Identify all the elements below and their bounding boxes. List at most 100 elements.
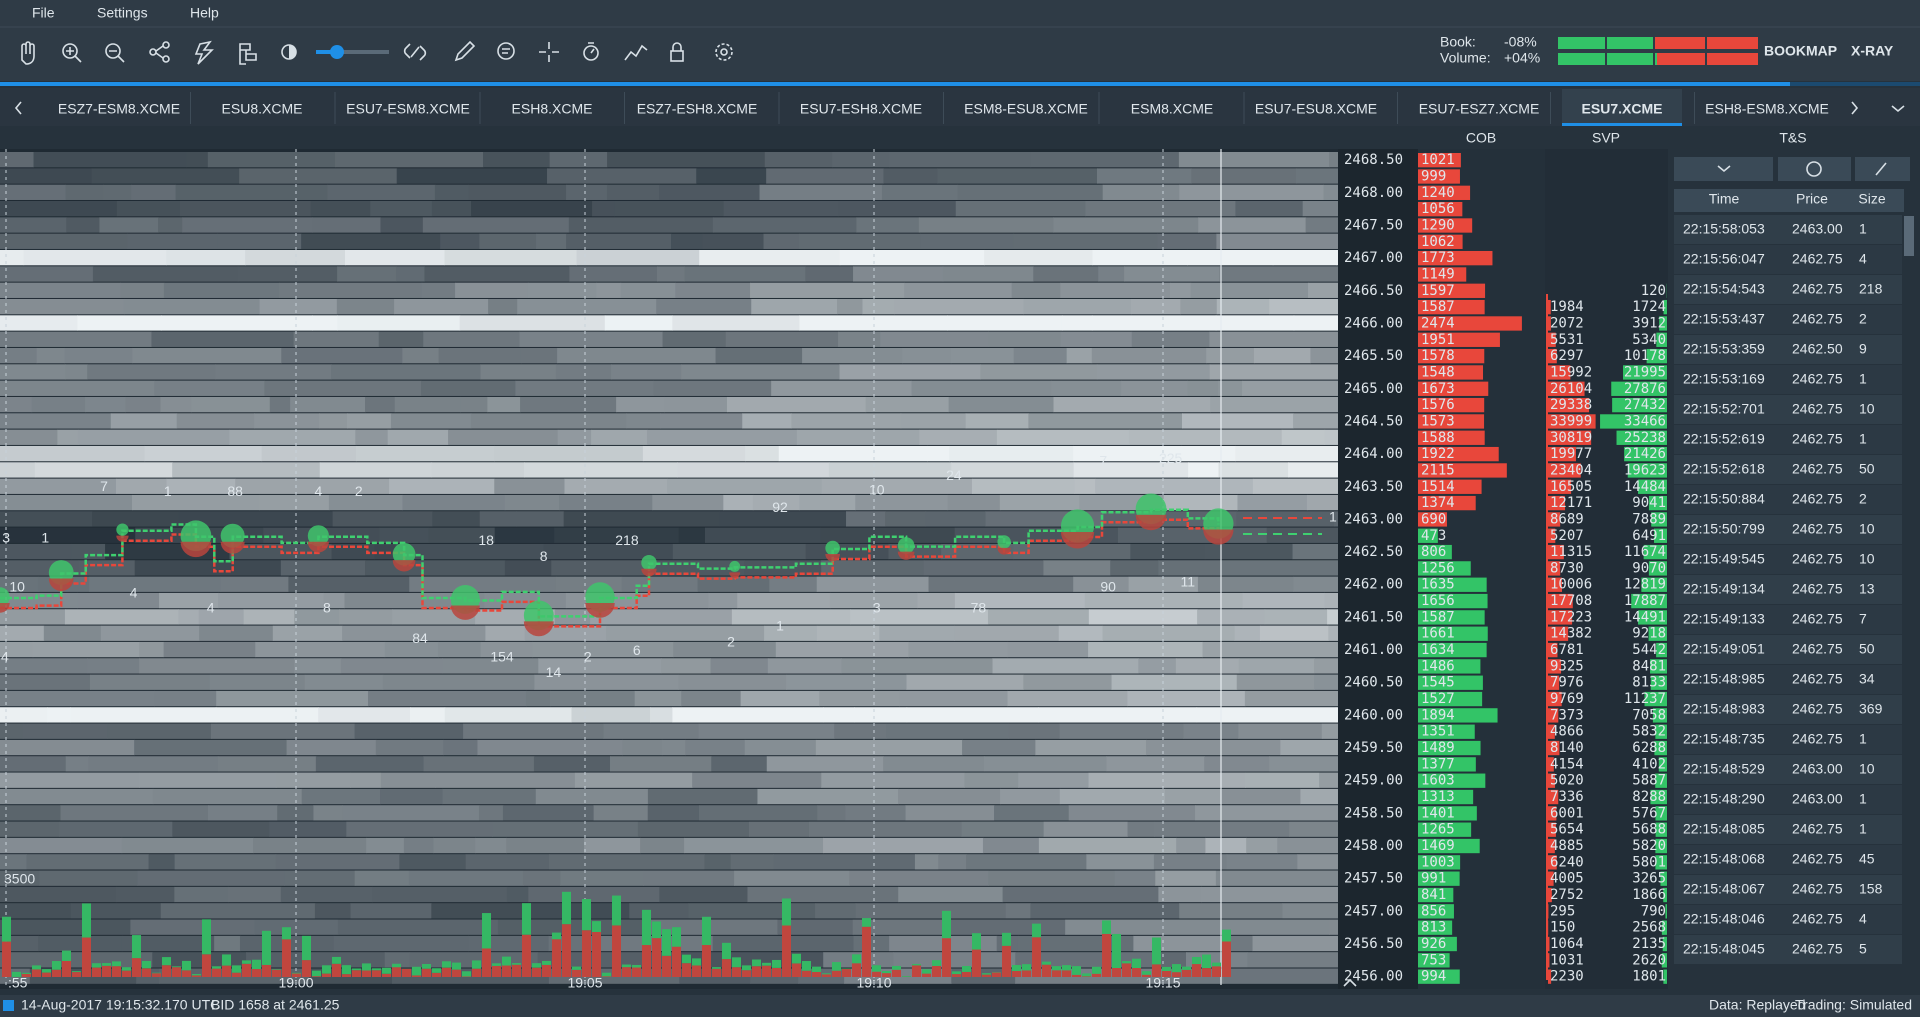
- menu-item[interactable]: Settings: [97, 5, 148, 21]
- svp-sell-value: 9325: [1550, 658, 1584, 674]
- heatmap-cell: [908, 641, 1009, 658]
- crosshair[interactable]: [539, 42, 559, 62]
- heatmap-cell: [763, 233, 800, 249]
- zoom-out[interactable]: [105, 43, 125, 63]
- tab[interactable]: ESU8.XCME: [222, 101, 303, 117]
- heatmap-cell: [0, 494, 133, 511]
- ts-button[interactable]: [1778, 157, 1851, 181]
- link[interactable]: [403, 43, 427, 61]
- tab[interactable]: ESU7-ESH8.XCME: [800, 101, 922, 117]
- heatmap-cell: [435, 772, 576, 788]
- hand-tool[interactable]: [21, 41, 35, 65]
- heatmap-cell: [1310, 347, 1339, 364]
- tab[interactable]: ESU7-ESM8.XCME: [346, 101, 470, 117]
- heatmap-cell: [880, 331, 989, 347]
- tab[interactable]: ESM8-ESU8.XCME: [964, 101, 1088, 117]
- svp-buy-value: 5801: [1632, 854, 1666, 870]
- comment[interactable]: [497, 42, 515, 60]
- ts-time: 22:15:50:884: [1683, 491, 1765, 507]
- tab[interactable]: ESH8-ESM8.XCME: [1705, 101, 1829, 117]
- heatmap-cell: [333, 935, 469, 952]
- zoom-in[interactable]: [62, 43, 82, 63]
- chart-tool[interactable]: [624, 44, 648, 61]
- tab[interactable]: ESU7.XCME: [1582, 101, 1663, 117]
- ts-column[interactable]: Time: [1709, 191, 1740, 207]
- heatmap-cell: [660, 658, 712, 674]
- volume-buy: [1122, 961, 1131, 964]
- heatmap-cell: [982, 837, 1040, 854]
- heatmap-cell: [210, 723, 356, 739]
- svp-sell-value: 8730: [1550, 560, 1584, 576]
- indicator[interactable]: [194, 40, 214, 65]
- heatmap-cell: [652, 494, 724, 511]
- brightness[interactable]: [281, 44, 297, 60]
- layers[interactable]: [239, 43, 257, 65]
- volume-buy: [212, 966, 221, 969]
- tab[interactable]: ESZ7-ESH8.XCME: [637, 101, 758, 117]
- volume-buy: [2, 916, 11, 942]
- volume-sell: [642, 945, 651, 977]
- ts-column[interactable]: Price: [1796, 191, 1828, 207]
- heatmap-cell: [805, 266, 854, 282]
- volume-buy: [882, 970, 891, 974]
- heatmap-cell: [773, 854, 916, 870]
- heatmap-cell: [616, 396, 666, 413]
- heatmap-cell: [590, 609, 733, 625]
- ts-size: 218: [1859, 281, 1883, 297]
- draw[interactable]: [454, 40, 476, 62]
- heatmap-cell: [1059, 723, 1184, 739]
- heatmap-cell: [342, 625, 486, 641]
- volume-buy: [222, 954, 231, 966]
- svp-sell-bar: [1548, 691, 1562, 707]
- heatmap-cell: [672, 543, 807, 560]
- heatmap-cell: [23, 249, 167, 266]
- ts-button[interactable]: [1674, 157, 1773, 181]
- volume-sell: [182, 970, 191, 977]
- heatmap-cell: [1128, 429, 1283, 445]
- tab[interactable]: ESU7-ESU8.XCME: [1255, 101, 1377, 117]
- ts-time: 22:15:48:735: [1683, 731, 1765, 747]
- volume-buy: [752, 959, 761, 967]
- tab-scroll-left[interactable]: [14, 101, 22, 115]
- menu-item[interactable]: Help: [190, 5, 219, 21]
- volume-buy: [252, 959, 261, 970]
- volume-buy: [1082, 973, 1091, 977]
- volume-buy: [1182, 966, 1191, 970]
- svp-buy-bar: [1650, 789, 1667, 805]
- scroll-up[interactable]: [1343, 978, 1357, 987]
- cob-bar: [1418, 381, 1489, 396]
- heatmap-cell: [592, 200, 616, 217]
- ts-price: 2462.75: [1792, 521, 1843, 537]
- heatmap-cell: [215, 707, 319, 723]
- tab[interactable]: ESZ7-ESM8.XCME: [58, 101, 180, 117]
- heatmap-cell: [332, 511, 433, 527]
- share[interactable]: [149, 41, 170, 63]
- svp-buy-bar: [1654, 528, 1667, 543]
- heatmap-cell: [207, 152, 336, 168]
- svp-buy-bar: [1652, 708, 1667, 723]
- settings[interactable]: [715, 43, 733, 61]
- heatmap-cell: [704, 527, 821, 543]
- ts-column[interactable]: Size: [1858, 191, 1885, 207]
- tab[interactable]: ESM8.XCME: [1131, 101, 1213, 117]
- lock[interactable]: [670, 42, 684, 62]
- ts-button[interactable]: [1855, 157, 1910, 181]
- tab[interactable]: ESH8.XCME: [512, 101, 593, 117]
- cob-bar: [1418, 724, 1475, 739]
- heatmap-cell: [217, 756, 317, 772]
- scrollbar-thumb[interactable]: [1904, 216, 1914, 256]
- menu-item[interactable]: File: [32, 5, 55, 21]
- heatmap-cell: [277, 805, 314, 821]
- heatmap-cell: [342, 805, 480, 821]
- tab-menu[interactable]: [1891, 105, 1905, 113]
- ts-size: 10: [1859, 551, 1875, 567]
- tab[interactable]: ESU7-ESZ7.XCME: [1419, 101, 1540, 117]
- svp-buy-value: 14484: [1624, 479, 1666, 495]
- heatmap-cell: [799, 233, 921, 249]
- cob-value: 1597: [1421, 283, 1455, 299]
- timer[interactable]: [583, 42, 599, 61]
- tab-scroll-right[interactable]: [1851, 101, 1859, 115]
- slider-knob[interactable]: [330, 45, 344, 59]
- volume-sell: [1102, 933, 1111, 977]
- svp-sell-value: 26104: [1550, 381, 1592, 397]
